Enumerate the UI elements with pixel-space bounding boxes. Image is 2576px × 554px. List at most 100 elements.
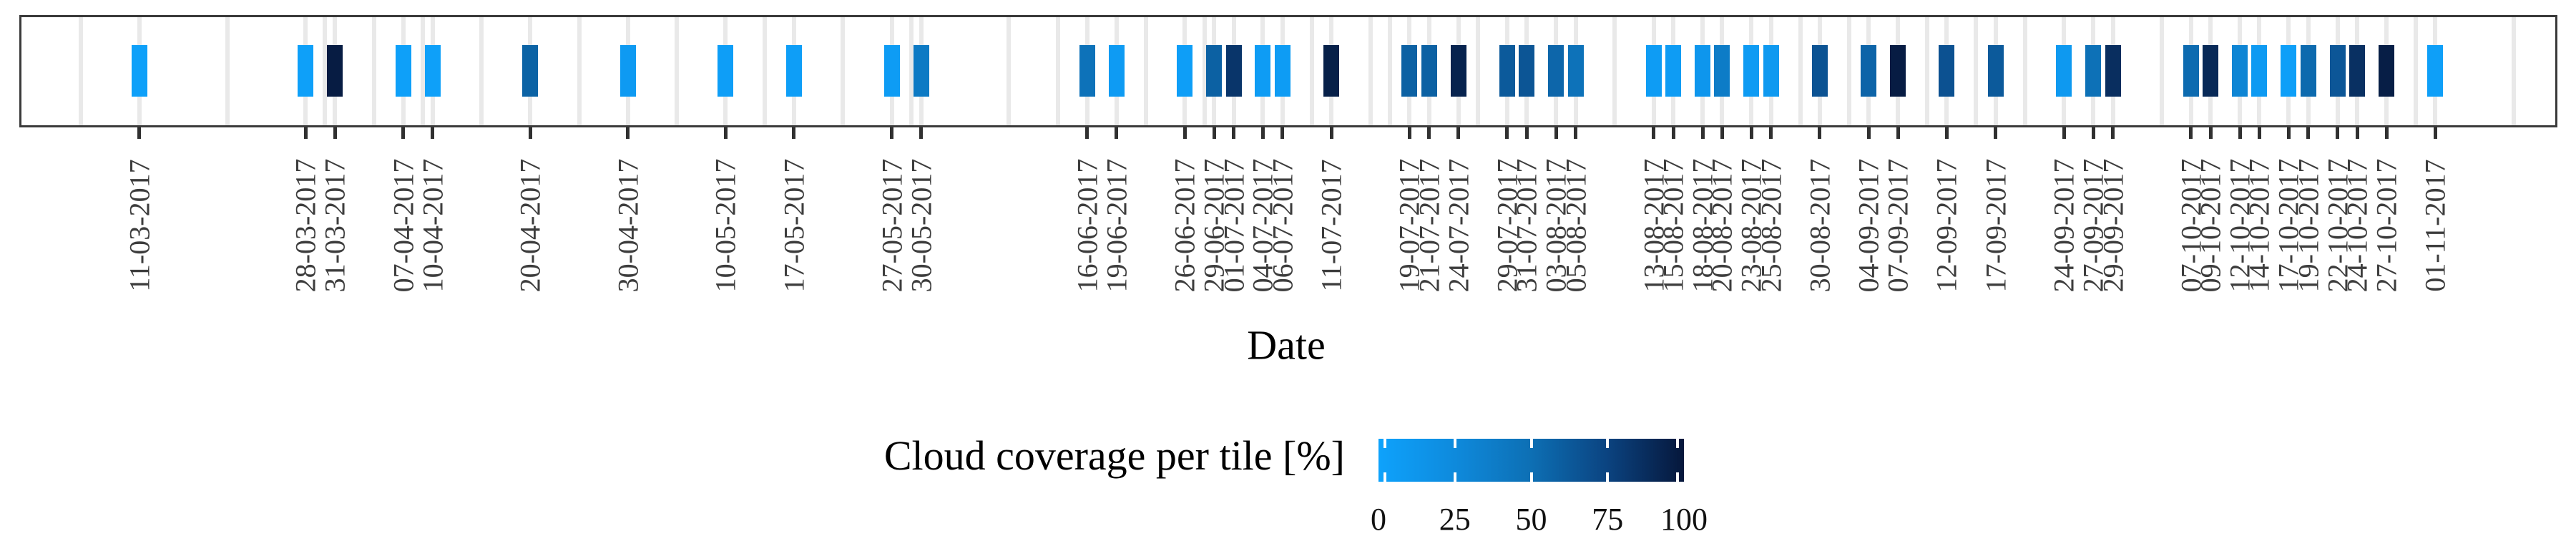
coverage-bar [298,45,314,97]
colorbar-tick-mark [1529,439,1533,448]
x-axis-tick [1329,127,1333,139]
x-tick-label: 05-08-2017 [1559,158,1592,293]
colorbar-tick-mark [1606,439,1610,448]
date-gridline [841,17,846,125]
x-tick-label: 16-06-2017 [1071,158,1104,293]
x-tick-label: 30-08-2017 [1803,158,1836,293]
x-axis-tick [2062,127,2066,139]
date-gridline [1309,17,1314,125]
coverage-bar [1255,45,1271,97]
coverage-bar [2203,45,2219,97]
coverage-bar [718,45,734,97]
x-axis-tick [723,127,728,139]
x-tick-label: 11-03-2017 [123,159,156,292]
coverage-bar [1567,45,1584,97]
x-axis-tick [2091,127,2095,139]
x-tick-label: 11-07-2017 [1315,159,1348,292]
x-axis-tick [2384,127,2389,139]
date-gridline [421,17,426,125]
date-gridline [1143,17,1148,125]
date-gridline [1007,17,1012,125]
coverage-bar [913,45,929,97]
coverage-bar [883,45,900,97]
date-gridline [1846,17,1851,125]
coverage-bar [2105,45,2121,97]
colorbar-tick-label: 75 [1592,502,1624,537]
x-tick-label: 01-11-2017 [2419,159,2452,292]
date-gridline [79,17,84,125]
x-axis-tick [1700,127,1705,139]
coverage-bar [2085,45,2102,97]
coverage-bar [2379,45,2394,97]
coverage-bar [2251,45,2268,97]
coverage-bar [2232,45,2248,97]
coverage-bar [1421,45,1437,97]
x-axis-tick [2208,127,2213,139]
x-tick-label: 27-05-2017 [876,158,909,293]
coverage-bar [1861,45,1877,97]
x-axis-tick [1749,127,1753,139]
date-gridline [2022,17,2027,125]
x-axis-tick [1182,127,1187,139]
colorbar-tick-mark [1676,439,1680,448]
coverage-bar [1939,45,1955,97]
x-axis-tick [2238,127,2242,139]
date-gridline [371,17,376,125]
date-gridline [1798,17,1803,125]
date-gridline [675,17,680,125]
x-axis-tick [2355,127,2359,139]
x-axis-tick [1652,127,1656,139]
x-tick-label: 24-10-2017 [2341,158,2374,293]
colorbar-tick-label: 100 [1660,502,1708,537]
x-tick-label: 30-04-2017 [612,158,645,293]
x-axis-tick [401,127,406,139]
x-axis-tick [1769,127,1773,139]
x-tick-label: 24-07-2017 [1442,158,1475,293]
coverage-bar [1743,45,1760,97]
x-axis-tick [303,127,308,139]
x-axis-tick [2306,127,2311,139]
coverage-bar [2183,45,2199,97]
colorbar-tick-mark [1383,439,1386,448]
coverage-bar [2300,45,2316,97]
coverage-bar [1519,45,1535,97]
x-axis-tick [1671,127,1675,139]
x-axis-tick [1232,127,1236,139]
date-gridline [2511,17,2516,125]
date-gridline [2159,17,2164,125]
x-axis-tick [1505,127,1509,139]
x-tick-label: 10-05-2017 [709,158,742,293]
plot-area [19,15,2557,127]
date-gridline [1202,17,1207,125]
coverage-bar [424,45,441,97]
coverage-bar [1665,45,1682,97]
x-axis-tick [1866,127,1871,139]
coverage-bar [619,45,636,97]
colorbar-tick-mark [1676,472,1680,482]
coverage-bar [1450,45,1466,97]
coverage-bar [785,45,802,97]
x-axis-tick [1818,127,1822,139]
date-gridline [1925,17,1930,125]
x-tick-label: 17-09-2017 [1979,158,2012,293]
x-tick-label: 12-09-2017 [1930,158,1963,293]
x-tick-label: 19-06-2017 [1100,158,1133,293]
x-axis-tick [1212,127,1216,139]
x-tick-label: 29-09-2017 [2097,158,2130,293]
x-tick-label: 31-03-2017 [318,158,351,293]
date-gridline [225,17,230,125]
x-axis-tick [1896,127,1900,139]
coverage-bar [395,45,411,97]
x-axis-tick [2286,127,2291,139]
date-gridline [763,17,767,125]
coverage-bar [1714,45,1730,97]
x-tick-label: 17-05-2017 [778,158,810,293]
x-axis-tick [626,127,630,139]
coverage-bar [1987,45,2004,97]
coverage-bar [1499,45,1515,97]
x-axis-tick [1260,127,1265,139]
x-axis-tick [1944,127,1949,139]
x-tick-label: 25-08-2017 [1755,158,1788,293]
coverage-bar [327,45,343,97]
